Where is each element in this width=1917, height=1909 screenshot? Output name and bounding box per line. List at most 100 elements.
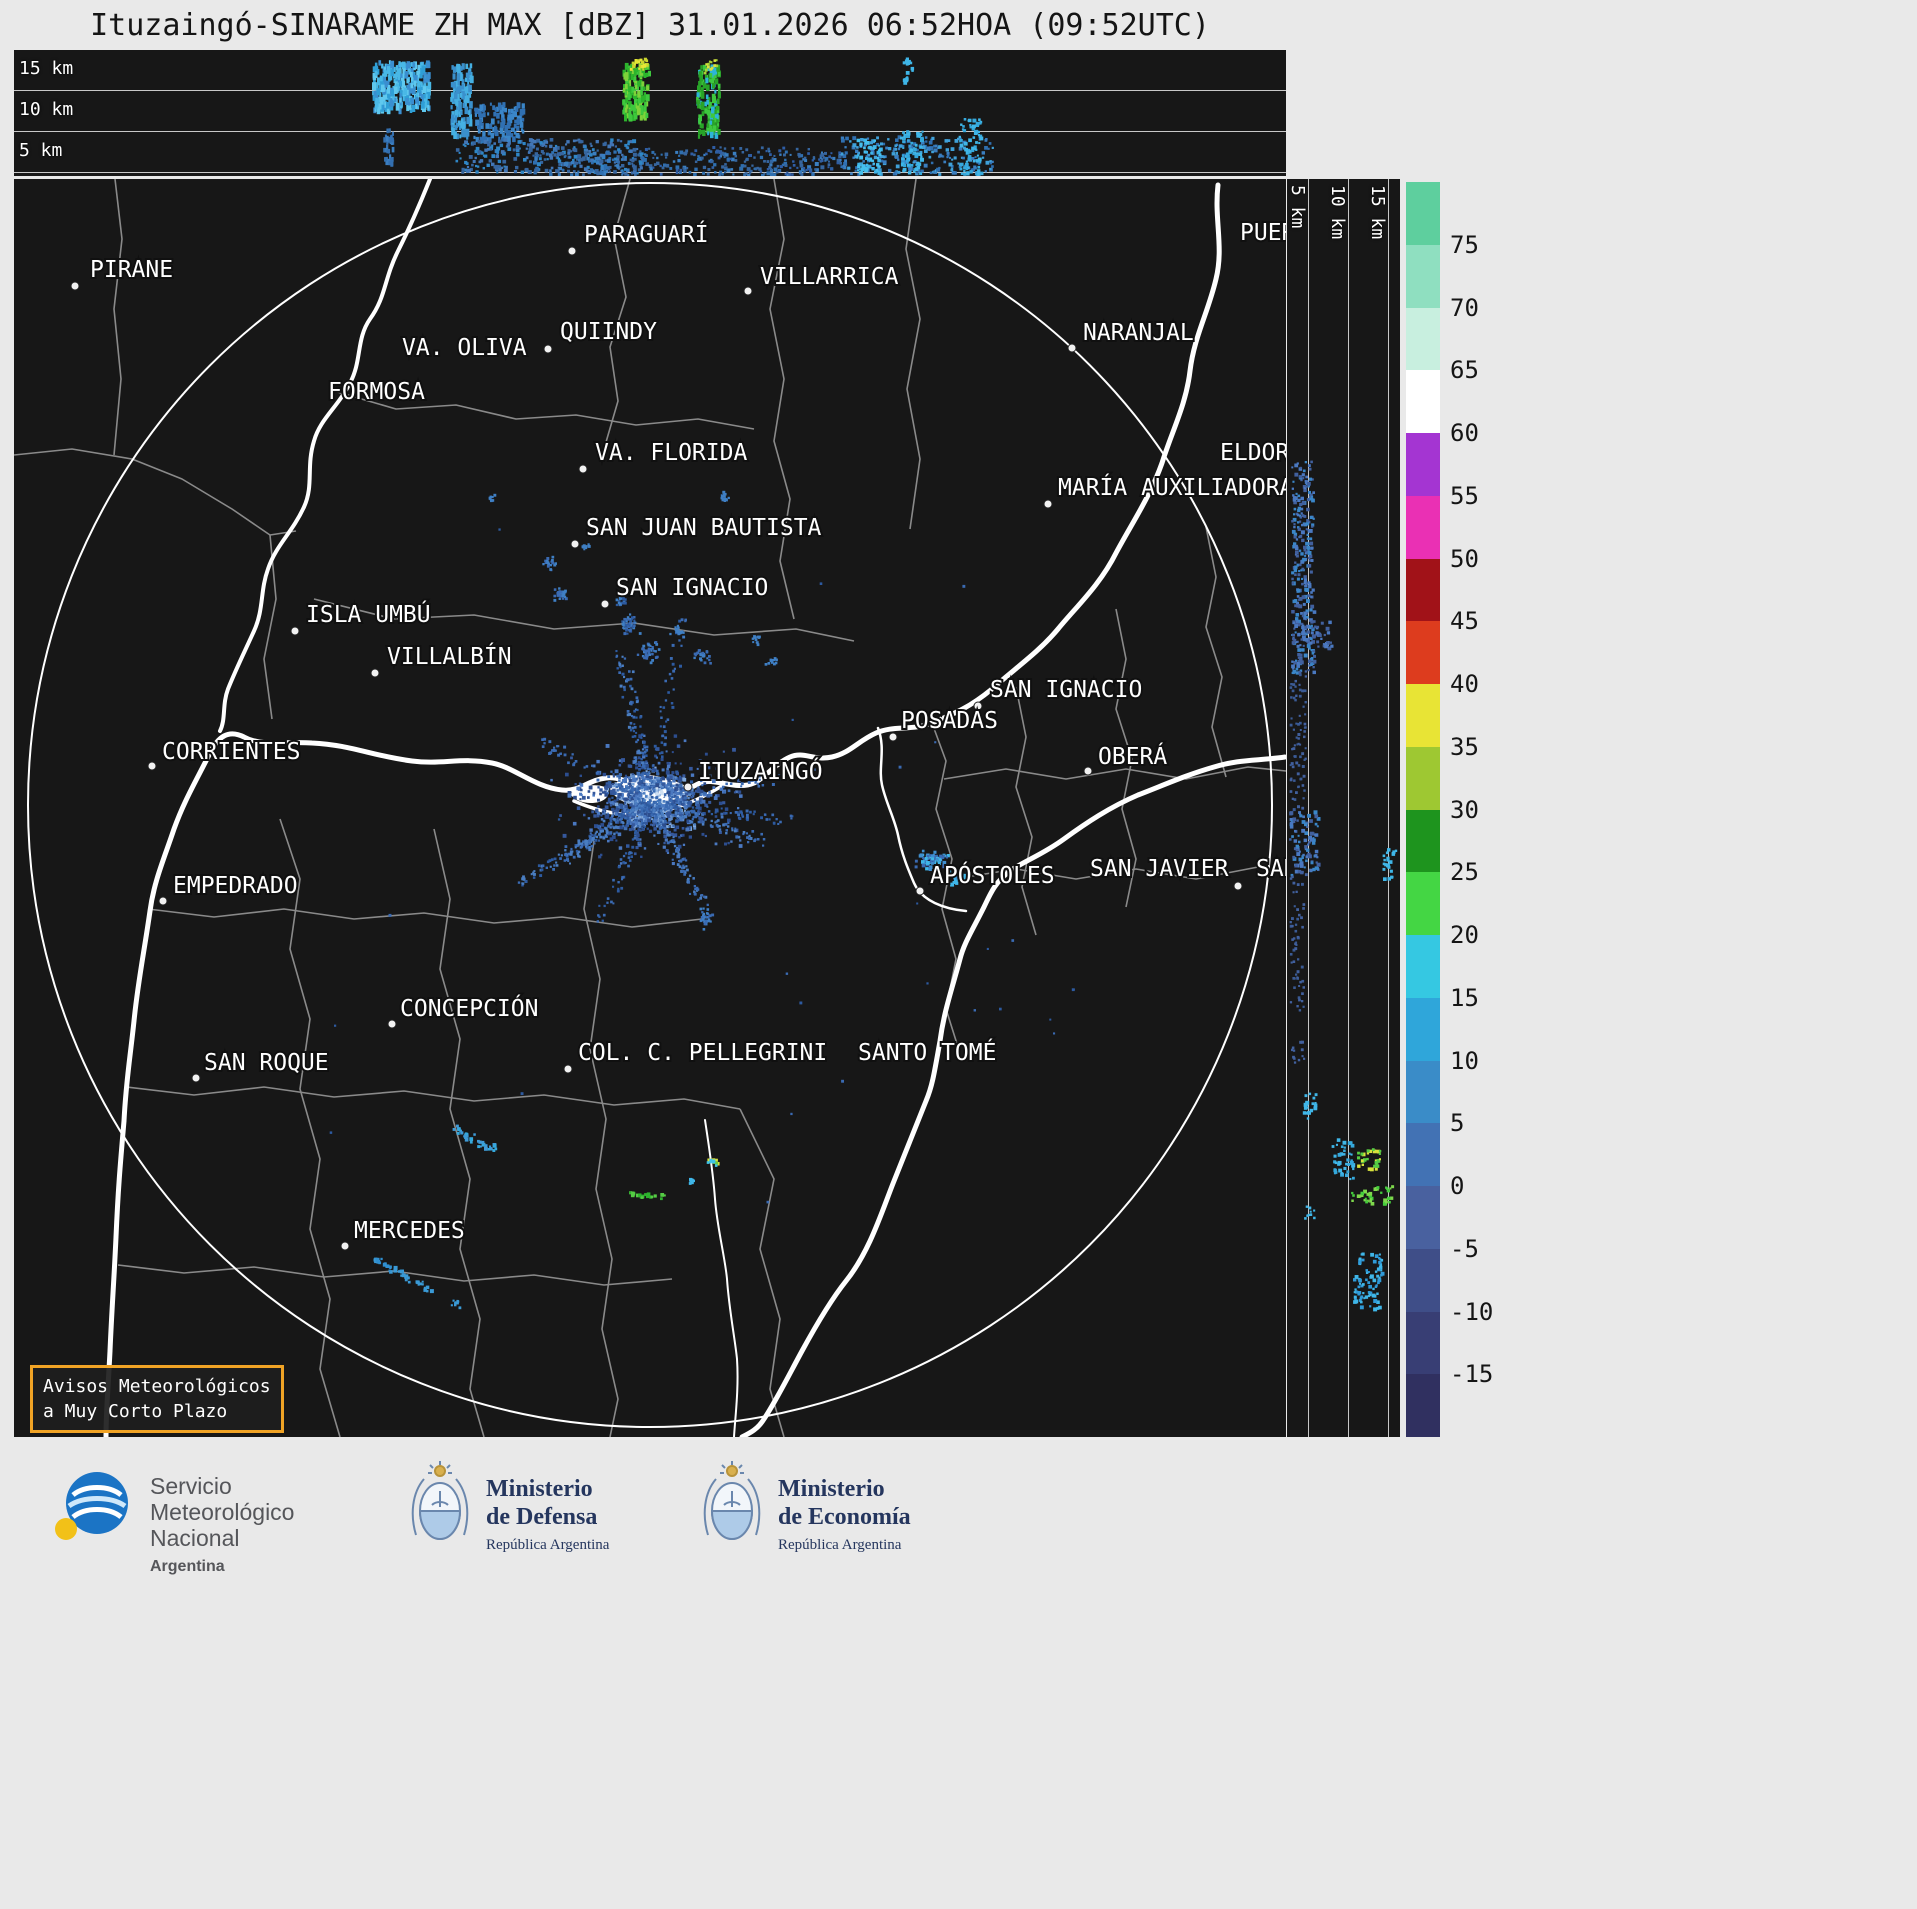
colorbar xyxy=(1406,182,1440,1437)
right-cross-section-panel: 5 km 10 km 15 km xyxy=(1287,179,1400,1437)
colorbar-segment xyxy=(1406,370,1440,433)
city-label: POSADAS xyxy=(901,708,998,734)
smn-text-line: Servicio xyxy=(150,1473,232,1499)
city-label: SAN IGNACIO xyxy=(990,677,1142,703)
colorbar-segment xyxy=(1406,1248,1440,1312)
city-label: SAN IGNACIO xyxy=(616,575,768,601)
colorbar-tick-label: 70 xyxy=(1450,293,1479,322)
city-dot xyxy=(743,286,753,296)
ministry-dept: de Defensa xyxy=(486,1504,598,1530)
colorbar-tick-label: 15 xyxy=(1450,983,1479,1012)
colorbar-tick-label: 30 xyxy=(1450,795,1479,824)
city-label: ELDORADO xyxy=(1220,440,1286,466)
top-panel-15km-line xyxy=(14,90,1286,91)
city-label: PUERTO xyxy=(1240,220,1286,246)
colorbar-tick-label: 25 xyxy=(1450,858,1479,887)
city-dot xyxy=(387,1019,397,1029)
city-label: SANTO TOMÉ xyxy=(858,1038,996,1066)
city-label: SAN JAVIER xyxy=(1090,856,1229,882)
right-panel-15km-line xyxy=(1388,179,1389,1437)
city-dot xyxy=(70,281,80,291)
city-label: SAN xyxy=(1256,856,1286,882)
defensa-wordmark: Ministerio de Defensa República Argentin… xyxy=(486,1475,609,1554)
ministry-name: Ministerio xyxy=(778,1476,885,1502)
city-label: APÓSTOLES xyxy=(930,861,1055,889)
colorbar-segment xyxy=(1406,1374,1440,1437)
right-panel-label-10km: 10 km xyxy=(1327,185,1348,240)
admin-boundary xyxy=(603,179,631,450)
advisory-box: Avisos Meteorológicos a Muy Corto Plazo xyxy=(30,1365,284,1434)
city-label: ISLA UMBÚ xyxy=(306,600,431,628)
city-dot xyxy=(888,732,898,742)
colorbar-segment xyxy=(1406,1186,1440,1249)
admin-boundary xyxy=(1015,686,1037,936)
city-dot xyxy=(370,668,380,678)
ministry-name: Ministerio xyxy=(486,1476,593,1502)
admin-boundary xyxy=(313,598,855,642)
admin-boundary xyxy=(263,534,277,720)
colorbar-segment xyxy=(1406,997,1440,1061)
colorbar-segment xyxy=(1406,935,1440,998)
colorbar-tick-label: 10 xyxy=(1450,1046,1479,1075)
city-label: VA. OLIVA xyxy=(402,335,527,361)
city-label: OBERÁ xyxy=(1098,742,1167,770)
colorbar-segment xyxy=(1406,495,1440,559)
economia-logo-group: Ministerio de Economía República Argenti… xyxy=(700,1459,911,1554)
smn-text-line: Nacional xyxy=(150,1525,240,1551)
city-label: VILLARRICA xyxy=(760,264,899,290)
river xyxy=(103,182,1222,1437)
city-label: ITUZAINGÓ xyxy=(698,757,823,785)
admin-boundary xyxy=(905,179,921,530)
colorbar-segment xyxy=(1406,558,1440,622)
right-cross-section-echoes xyxy=(1289,460,1398,1312)
ministry-country: República Argentina xyxy=(778,1537,902,1553)
colorbar-segment xyxy=(1406,244,1440,308)
top-panel-10km-line xyxy=(14,131,1286,132)
top-cross-section-panel: 15 km 10 km 5 km xyxy=(14,50,1286,176)
city-dot xyxy=(191,1073,201,1083)
smn-logo xyxy=(55,1472,128,1540)
colorbar-tick-label: -10 xyxy=(1450,1297,1494,1326)
river xyxy=(218,179,432,733)
admin-boundary xyxy=(583,840,619,1437)
admin-boundary xyxy=(125,1086,741,1110)
colorbar-tick-label: 60 xyxy=(1450,419,1479,447)
colorbar-tick-label: 5 xyxy=(1450,1109,1465,1138)
river xyxy=(739,754,1286,1437)
right-panel-label-15km: 15 km xyxy=(1367,185,1388,240)
smn-text-line: Meteorológico xyxy=(150,1499,295,1525)
city-dot xyxy=(1083,766,1093,776)
river xyxy=(704,1119,739,1437)
colorbar-segment xyxy=(1406,746,1440,810)
advisory-line1: Avisos Meteorológicos xyxy=(43,1376,271,1397)
city-label: PARAGUARÍ xyxy=(584,220,709,248)
city-label: VILLALBÍN xyxy=(387,642,512,670)
city-dot xyxy=(158,896,168,906)
colorbar-tick-label: 75 xyxy=(1450,230,1479,259)
footer: Servicio Meteorológico Nacional Argentin… xyxy=(0,1437,1917,1909)
colorbar-tick-label: 65 xyxy=(1450,356,1479,385)
colorbar-tick-label: -15 xyxy=(1450,1360,1494,1389)
admin-boundary xyxy=(1205,526,1227,778)
city-label: MARÍA AUXILIADORA xyxy=(1058,473,1286,501)
city-dot xyxy=(683,782,693,792)
city-label: MERCEDES xyxy=(354,1218,465,1244)
right-panel-10km-line xyxy=(1348,179,1349,1437)
city-dot xyxy=(915,886,925,896)
city-label: FORMOSA xyxy=(328,379,425,405)
top-panel-label-5km: 5 km xyxy=(19,140,63,161)
city-label: QUIINDY xyxy=(560,319,657,345)
smn-wordmark: Servicio Meteorológico Nacional Argentin… xyxy=(150,1473,294,1580)
city-label: VA. FLORIDA xyxy=(595,440,747,466)
colorbar-tick-label: 40 xyxy=(1450,670,1479,698)
admin-boundary xyxy=(943,766,1286,780)
city-label: NARANJAL xyxy=(1083,320,1194,346)
admin-boundary xyxy=(433,828,485,1437)
city-label: CORRIENTES xyxy=(162,739,300,765)
range-ring xyxy=(27,182,1273,1428)
admin-boundary xyxy=(739,1108,785,1437)
city-dot xyxy=(563,1064,573,1074)
city-label: COL. C. PELLEGRINI xyxy=(578,1040,827,1066)
colorbar-segment xyxy=(1406,684,1440,747)
